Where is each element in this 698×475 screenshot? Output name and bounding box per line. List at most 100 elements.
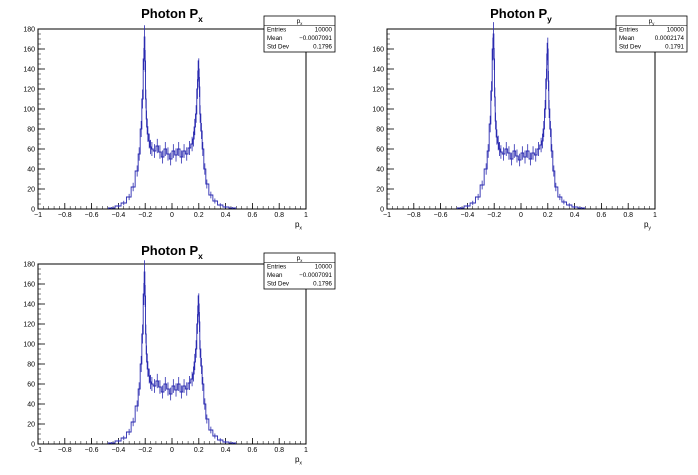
y-tick-label: 120 (23, 322, 35, 329)
x-tick-label: 0.4 (570, 212, 580, 219)
x-tick-label: −0.6 (85, 447, 99, 454)
x-tick-label: −1 (383, 212, 391, 219)
x-tick-label: 0.4 (221, 447, 231, 454)
y-tick-label: 80 (27, 127, 35, 134)
chart-title: Photon Px (141, 6, 203, 24)
x-tick-label: −1 (34, 447, 42, 454)
x-tick-label: −1 (34, 212, 42, 219)
histogram-pad-3: Photon Px −1 −0.8 −0.6 −0.4 −0.2 0 0.2 0.4 0.6 0.8… (23, 243, 336, 466)
y-tick-label: 160 (372, 47, 384, 54)
stats-value: 0.1791 (665, 44, 684, 51)
y-tick-label: 0 (31, 442, 35, 449)
histogram-pad-2: Photon Py −1 −0.8 −0.6 −0.4 −0.2 0 0.2 0.4 0.6 0.8… (372, 6, 688, 231)
y-tick-label: 60 (376, 147, 384, 154)
x-axis-label: py (644, 220, 651, 231)
x-tick-label: −0.8 (58, 212, 72, 219)
x-tick-label: −0.4 (460, 212, 474, 219)
plot-frame (37, 28, 307, 210)
stats-box (615, 15, 688, 53)
histogram-pad-1: Photon Px −1 −0.8 −0.6 −0.4 −0.2 0 0.2 0.4 0.6 0.8… (23, 6, 336, 231)
x-tick-label: 1 (304, 447, 308, 454)
y-tick-label: 40 (27, 402, 35, 409)
y-tick-label: 40 (376, 167, 384, 174)
y-tick-label: 20 (27, 422, 35, 429)
x-tick-label: 0.6 (248, 212, 258, 219)
x-tick-label: 0.8 (623, 212, 633, 219)
stats-title: py (649, 18, 656, 26)
stats-value: 0.0002174 (655, 35, 685, 42)
y-tick-label: 120 (372, 87, 384, 94)
stats-value: 10000 (315, 27, 333, 34)
stats-label: Std Dev (267, 44, 290, 51)
x-tick-label: 0.4 (221, 212, 231, 219)
x-tick-label: −0.2 (138, 212, 152, 219)
x-tick-label: −0.8 (407, 212, 421, 219)
y-tick-label: 140 (372, 67, 384, 74)
y-tick-label: 80 (27, 362, 35, 369)
x-tick-label: −0.8 (58, 447, 72, 454)
stats-value: −0.0007091 (299, 272, 332, 279)
y-tick-label: 60 (27, 382, 35, 389)
stats-value: 0.1796 (313, 281, 332, 288)
x-tick-label: 0 (170, 212, 174, 219)
x-tick-label: 0 (519, 212, 523, 219)
y-tick-label: 160 (23, 47, 35, 54)
x-tick-label: 0.2 (543, 212, 553, 219)
y-tick-label: 160 (23, 282, 35, 289)
stats-value: 10000 (315, 264, 333, 271)
y-tick-label: 180 (23, 262, 35, 269)
stats-value: 10000 (667, 27, 685, 34)
stats-label: Entries (267, 27, 286, 34)
stats-label: Entries (619, 27, 638, 34)
plot-frame (386, 28, 656, 210)
y-tick-label: 80 (376, 127, 384, 134)
x-axis-label: px (295, 220, 302, 231)
y-tick-label: 100 (23, 107, 35, 114)
x-tick-label: 0.2 (194, 212, 204, 219)
y-tick-label: 140 (23, 67, 35, 74)
stats-box (263, 15, 336, 53)
stats-label: Mean (619, 35, 635, 42)
histogram-line (107, 271, 237, 444)
stats-box (263, 252, 336, 290)
x-tick-label: −0.2 (487, 212, 501, 219)
y-tick-label: 20 (376, 187, 384, 194)
x-tick-label: 1 (653, 212, 657, 219)
stats-title: px (297, 18, 304, 26)
histogram-line (456, 33, 586, 209)
x-tick-label: −0.4 (111, 447, 125, 454)
x-tick-label: −0.6 (434, 212, 448, 219)
x-tick-label: 0 (170, 447, 174, 454)
y-tick-label: 140 (23, 302, 35, 309)
histogram-line (107, 36, 237, 209)
stats-label: Mean (267, 35, 283, 42)
y-tick-label: 0 (380, 207, 384, 214)
y-tick-label: 0 (31, 207, 35, 214)
x-axis-label: px (295, 455, 302, 466)
y-tick-label: 60 (27, 147, 35, 154)
y-tick-label: 20 (27, 187, 35, 194)
y-tick-label: 180 (23, 27, 35, 34)
stats-value: −0.0007091 (299, 35, 332, 42)
x-tick-label: −0.2 (138, 447, 152, 454)
plot-frame (37, 263, 307, 445)
x-tick-label: 0.8 (274, 212, 284, 219)
y-tick-label: 100 (23, 342, 35, 349)
chart-title: Photon Py (490, 6, 552, 24)
stats-label: Std Dev (267, 281, 290, 288)
chart-title: Photon Px (141, 243, 203, 261)
y-tick-label: 40 (27, 167, 35, 174)
y-tick-label: 100 (372, 107, 384, 114)
x-tick-label: 0.6 (597, 212, 607, 219)
x-tick-label: 1 (304, 212, 308, 219)
y-tick-label: 120 (23, 87, 35, 94)
stats-label: Std Dev (619, 44, 642, 51)
stats-value: 0.1796 (313, 44, 332, 51)
stats-label: Mean (267, 272, 283, 279)
x-tick-label: 0.2 (194, 447, 204, 454)
x-tick-label: −0.4 (111, 212, 125, 219)
x-tick-label: 0.8 (274, 447, 284, 454)
x-tick-label: 0.6 (248, 447, 258, 454)
stats-label: Entries (267, 264, 286, 271)
x-tick-label: −0.6 (85, 212, 99, 219)
